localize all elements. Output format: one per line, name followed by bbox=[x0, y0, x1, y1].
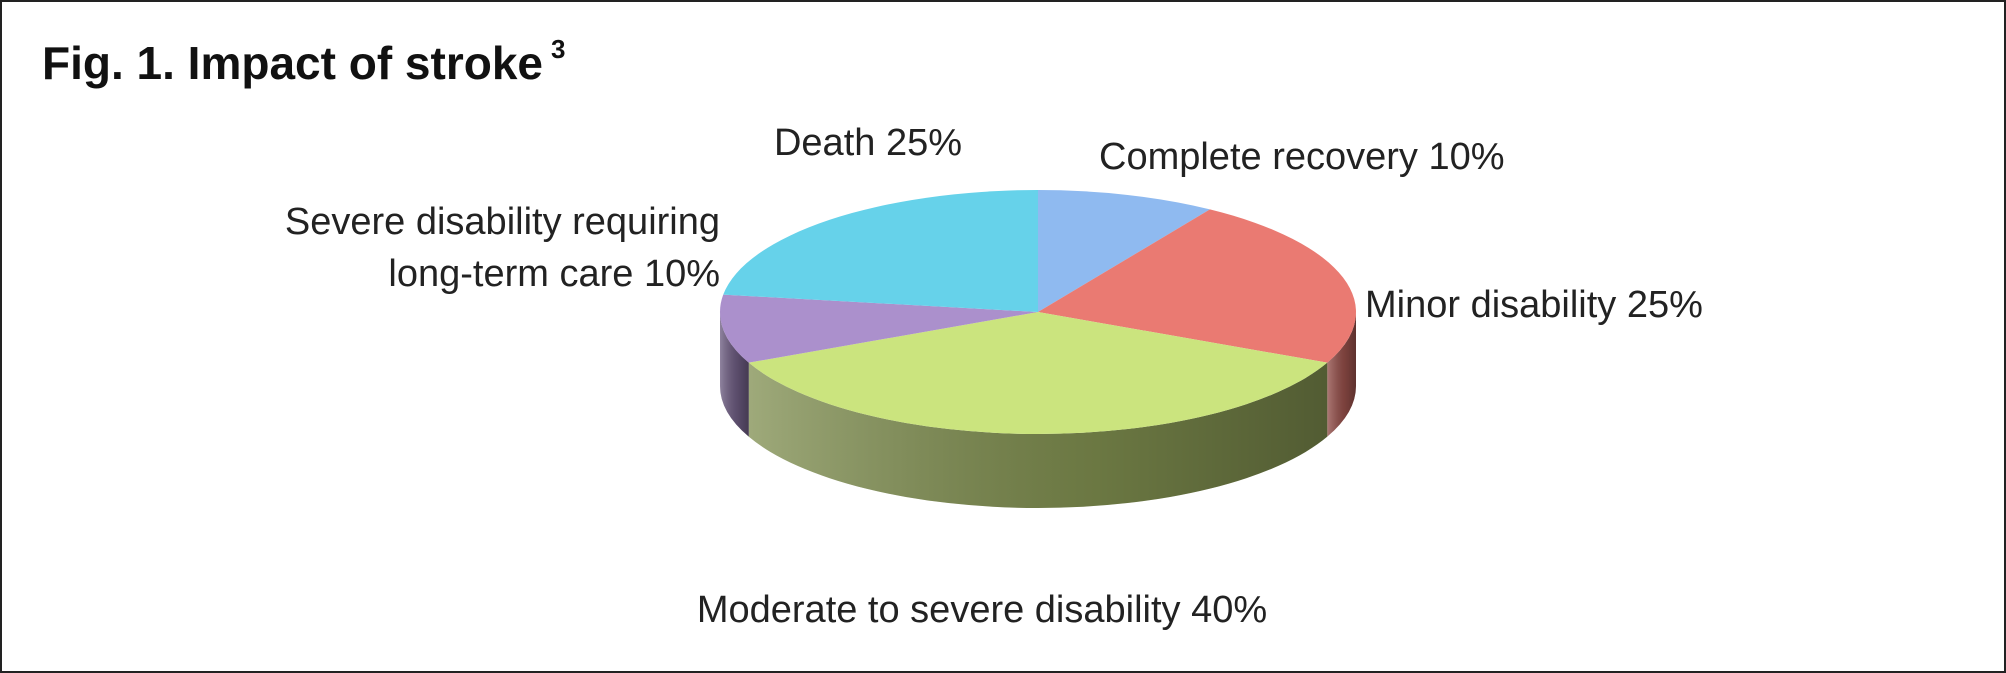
slice-side-shade bbox=[1327, 312, 1356, 437]
category-name: Death bbox=[773, 122, 876, 164]
slice-label: Moderate to severe disability 40% bbox=[622, 584, 1342, 636]
slice-label: Severe disability requiring long-term ca… bbox=[230, 196, 720, 300]
category-name: Severe disability requiring long-term ca… bbox=[284, 201, 720, 295]
value-label: 10% bbox=[1428, 136, 1505, 178]
title-reference: 3 bbox=[551, 34, 566, 64]
slice-label: Minor disability 25% bbox=[1365, 279, 1703, 331]
value-label: 10% bbox=[643, 253, 720, 295]
slice-side-shade bbox=[720, 312, 749, 437]
chart-title: Fig. 1. Impact of stroke 3 bbox=[42, 34, 566, 90]
slice bbox=[748, 312, 1328, 434]
slice bbox=[719, 294, 1038, 363]
value-label: 40% bbox=[1191, 589, 1268, 631]
value-label: 25% bbox=[1626, 284, 1703, 326]
slice-label: Complete recovery 10% bbox=[1099, 131, 1505, 183]
slice-label: Death 25% bbox=[718, 117, 1018, 169]
value-label: 25% bbox=[885, 122, 963, 164]
category-name: Moderate to severe disability bbox=[696, 589, 1181, 631]
slice bbox=[723, 190, 1038, 312]
category-name: Complete recovery bbox=[1099, 136, 1418, 178]
slice bbox=[1038, 209, 1356, 363]
slice-side-shade bbox=[748, 362, 1328, 508]
slice bbox=[1038, 190, 1210, 312]
title-text: Fig. 1. Impact of stroke bbox=[42, 37, 543, 89]
category-name: Minor disability bbox=[1365, 284, 1617, 326]
